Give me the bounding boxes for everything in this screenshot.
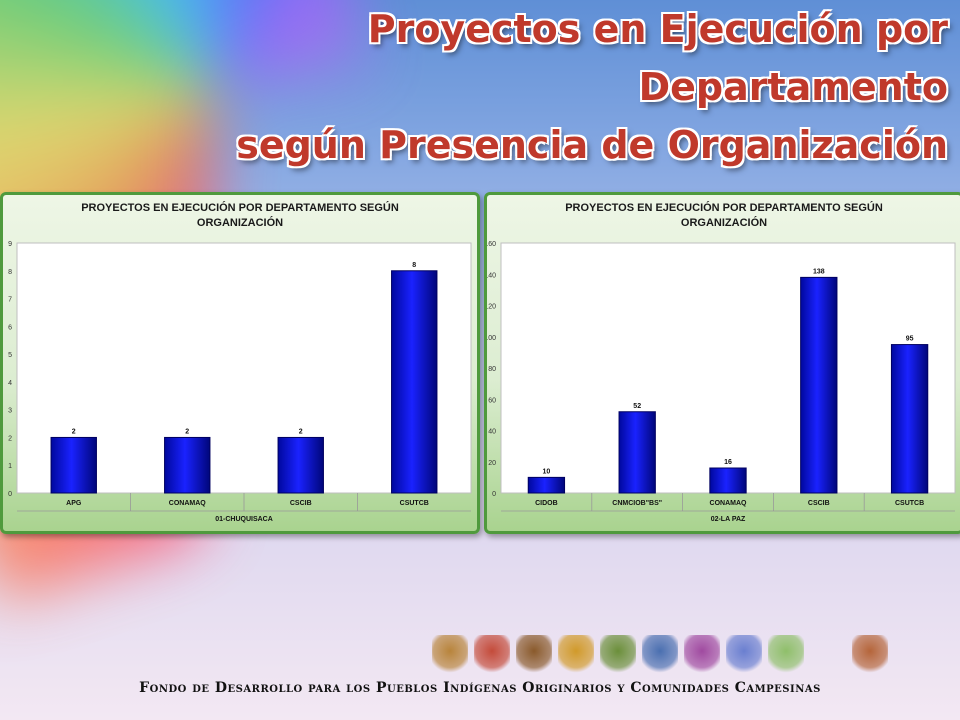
chart-panel-la-paz: PROYECTOS EN EJECUCIÓN POR DEPARTAMENTO … [484, 192, 960, 534]
y-tick-label: 40 [488, 429, 496, 436]
bar-cidob [527, 476, 566, 494]
y-tick-label: 100 [487, 335, 496, 342]
slide-title: Proyectos en Ejecución por Departamento … [88, 0, 948, 174]
wiphala-logo [684, 635, 720, 675]
vessel-logo [852, 635, 888, 675]
y-tick-label: 3 [8, 408, 12, 415]
bolivia-map-logo [768, 635, 804, 675]
group-label: 02-LA PAZ [711, 516, 746, 523]
data-label: 2 [185, 428, 189, 435]
data-label: 8 [412, 262, 416, 269]
chart-title-line2: ORGANIZACIÓN [196, 217, 284, 229]
y-tick-label: 160 [487, 241, 496, 248]
data-label: 2 [72, 428, 76, 435]
bar-conamaq [164, 436, 211, 494]
bow-logo [810, 635, 846, 675]
y-tick-label: 5 [8, 352, 12, 359]
figure-logo [432, 635, 468, 675]
slide-title-line2: según Presencia de Organización [236, 123, 948, 167]
apg-logo [726, 635, 762, 675]
y-tick-label: 140 [487, 272, 496, 279]
y-tick-label: 4 [8, 380, 12, 387]
bar-chart-la-paz: 0 20 40 60 80 100 120 140 160 10 CIDOB 52 CNMCIOB"BS… [487, 241, 956, 523]
group-label: 01-CHUQUISACA [215, 516, 273, 523]
y-tick-label: 1 [8, 463, 12, 470]
data-label: 2 [299, 428, 303, 435]
data-label: 16 [724, 459, 732, 466]
y-tick-label: 120 [487, 304, 496, 311]
shield-logo [600, 635, 636, 675]
category-label: CIDOB [535, 500, 558, 507]
bar-cscib [277, 436, 324, 494]
category-label: CSUTCB [895, 500, 924, 507]
mountain-logo [642, 635, 678, 675]
category-label: CONAMAQ [710, 500, 747, 507]
bar-csutcb [890, 344, 929, 494]
partner-logos [432, 632, 892, 678]
y-tick-label: 6 [8, 324, 12, 331]
bar-conamaq [709, 467, 747, 494]
y-tick-label: 2 [8, 435, 12, 442]
chart-panel-chuquisaca: PROYECTOS EN EJECUCIÓN POR DEPARTAMENTO … [0, 192, 480, 534]
category-label: APG [66, 500, 82, 507]
y-tick-label: 9 [8, 241, 12, 248]
chart-title-line1: PROYECTOS EN EJECUCIÓN POR DEPARTAMENTO … [565, 202, 883, 214]
y-tick-label: 0 [8, 491, 12, 498]
chart-title: PROYECTOS EN EJECUCIÓN POR DEPARTAMENTO … [487, 201, 960, 231]
data-label: 10 [543, 468, 551, 475]
map-logo [474, 635, 510, 675]
y-tick-label: 80 [488, 366, 496, 373]
data-label: 95 [906, 336, 914, 343]
y-tick-label: 20 [488, 460, 496, 467]
chart-title-line2: ORGANIZACIÓN [680, 217, 768, 229]
category-label: CSUTCB [400, 500, 429, 507]
bar-cnmciobbs [618, 411, 656, 494]
arrows-logo [516, 635, 552, 675]
category-label: CONAMAQ [169, 500, 206, 507]
bar-apg [50, 436, 97, 494]
y-tick-label: 0 [492, 491, 496, 498]
chart-title-line1: PROYECTOS EN EJECUCIÓN POR DEPARTAMENTO … [81, 202, 399, 214]
slide-title-line1: Proyectos en Ejecución por Departamento [367, 7, 948, 109]
y-tick-label: 7 [8, 297, 12, 304]
y-tick-label: 60 [488, 397, 496, 404]
category-label: CSCIB [290, 500, 312, 507]
footer-text: Fondo de Desarrollo para los Pueblos Ind… [139, 680, 821, 696]
plot-area [500, 242, 956, 494]
ciddb-logo [558, 635, 594, 675]
chart-title: PROYECTOS EN EJECUCIÓN POR DEPARTAMENTO … [3, 201, 477, 231]
bar-chart-chuquisaca: 0 1 2 3 4 5 6 7 8 9 2 APG 2 CONAMAQ 2 CSCIB 8 CSUTCB 01-CH… [8, 241, 472, 523]
bar-cscib [800, 276, 838, 494]
bar-csutcb [391, 270, 438, 494]
category-label: CNMCIOB"BS" [612, 500, 662, 507]
y-tick-label: 8 [8, 269, 12, 276]
data-label: 52 [633, 403, 641, 410]
data-label: 138 [813, 268, 825, 275]
category-label: CSCIB [808, 500, 830, 507]
